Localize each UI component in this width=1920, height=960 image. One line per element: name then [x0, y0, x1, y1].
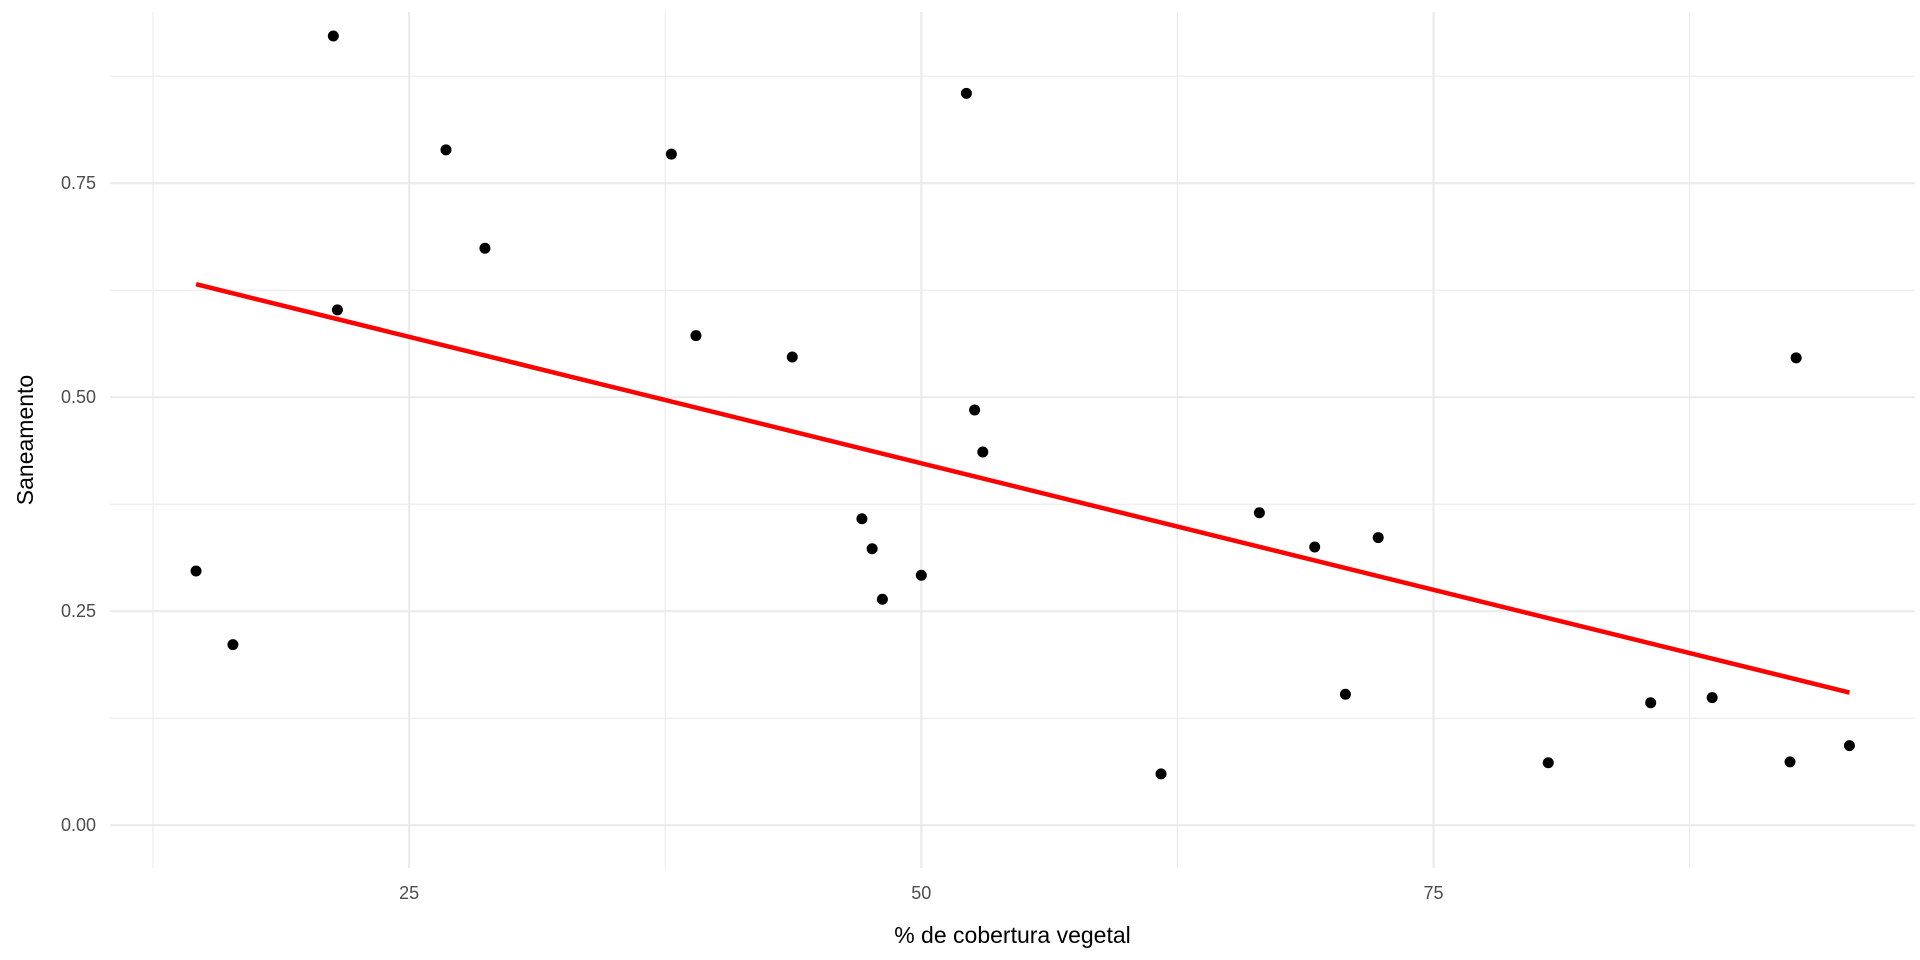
x-axis-title: % de cobertura vegetal [894, 922, 1131, 948]
data-point [977, 446, 989, 458]
x-tick-label: 75 [1424, 883, 1444, 903]
data-point [1706, 692, 1718, 704]
x-tick-label: 50 [911, 883, 931, 903]
y-tick-label: 0.25 [61, 601, 96, 621]
data-point [969, 404, 981, 416]
data-point [1542, 757, 1554, 769]
data-point [960, 87, 972, 99]
data-point [1645, 697, 1657, 709]
y-tick-label: 0.00 [61, 815, 96, 835]
x-tick-label: 25 [399, 883, 419, 903]
data-point [1790, 352, 1802, 364]
data-point [479, 242, 491, 254]
data-point [1372, 532, 1384, 544]
data-point [440, 144, 452, 156]
y-tick-label: 0.50 [61, 387, 96, 407]
data-point [786, 351, 798, 363]
data-point [1339, 688, 1351, 700]
minor-gridlines [110, 12, 1915, 868]
data-point [190, 565, 202, 577]
data-point [665, 148, 677, 160]
data-point [1843, 740, 1855, 752]
trend-line-group [195, 282, 1850, 695]
tick-labels: 25 50 75 0.00 0.25 0.50 0.75 [61, 173, 1444, 903]
data-point [1253, 507, 1265, 519]
data-point [331, 304, 343, 316]
data-point [227, 639, 239, 651]
data-point [856, 513, 868, 525]
data-point [1155, 768, 1167, 780]
data-point [866, 543, 878, 555]
data-points [190, 30, 1855, 780]
y-tick-label: 0.75 [61, 173, 96, 193]
data-point [690, 330, 702, 342]
major-gridlines [110, 12, 1915, 868]
data-point [1309, 541, 1321, 553]
trend-line [195, 282, 1850, 695]
data-point [876, 593, 888, 605]
data-point [915, 569, 927, 581]
data-point [327, 30, 339, 42]
data-point [1784, 756, 1796, 768]
y-axis-title: Saneamento [12, 375, 38, 505]
